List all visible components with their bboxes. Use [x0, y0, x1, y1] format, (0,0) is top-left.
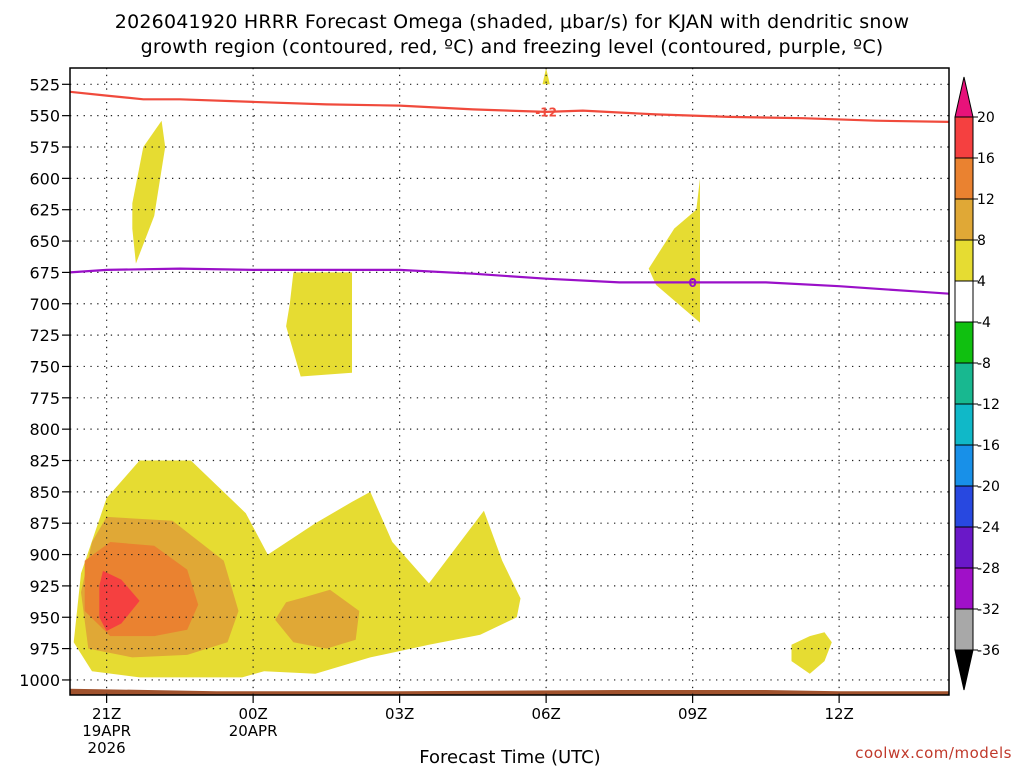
omega-region-4-5 — [286, 272, 352, 377]
colorbar-label--20: -20 — [977, 479, 1000, 495]
colorbar-label-8: 8 — [977, 233, 986, 249]
chart-title-line1: 2026041920 HRRR Forecast Omega (shaded, … — [115, 11, 909, 33]
colorbar-band-5 — [954, 280, 974, 323]
colorbar-band-3 — [954, 198, 974, 241]
colorbar-band-13 — [954, 608, 974, 651]
omega-region-8-7 — [275, 589, 360, 649]
colorbar-band-6 — [954, 321, 974, 364]
y-tick-label-750: 750 — [29, 357, 60, 376]
colorbar-label-12: 12 — [977, 192, 995, 208]
colorbar-band-9 — [954, 444, 974, 487]
colorbar-band-7 — [954, 362, 974, 405]
x-tick-label-00Z: 00Z — [238, 705, 267, 723]
y-tick-label-725: 725 — [29, 326, 60, 345]
colorbar-band-12 — [954, 567, 974, 610]
x-tick-label-21Z: 21Z — [92, 705, 121, 723]
dgz-contour-label: -12 — [535, 105, 557, 119]
y-tick-label-925: 925 — [29, 577, 60, 596]
omega-region-4-0 — [132, 120, 166, 264]
dgz-contour-line — [69, 90, 950, 123]
colorbar-label--16: -16 — [977, 438, 1000, 454]
colorbar-band-11 — [954, 526, 974, 569]
colorbar-label--32: -32 — [977, 602, 1000, 618]
colorbar-label--4: -4 — [977, 315, 991, 331]
x-tick-date-00Z: 20APR — [229, 722, 278, 740]
omega-region-4-1 — [648, 178, 700, 323]
x-tick-label-09Z: 09Z — [678, 705, 707, 723]
y-tick-label-825: 825 — [29, 452, 60, 471]
colorbar-label--8: -8 — [977, 356, 991, 372]
omega-region-4-4 — [542, 68, 550, 85]
ground-terrain — [70, 688, 949, 695]
y-tick-label-1000: 1000 — [19, 671, 60, 690]
y-tick-label-575: 575 — [29, 138, 60, 157]
plot-frame — [69, 67, 950, 696]
site-credit: coolwx.com/models — [855, 744, 1012, 762]
colorbar-band-4 — [954, 239, 974, 282]
x-tick-year-21Z: 2026 — [88, 739, 126, 757]
colorbar-label--12: -12 — [977, 397, 1000, 413]
colorbar-bottom-arrow — [954, 649, 974, 691]
chart-title-line2: growth region (contoured, red, ºC) and f… — [141, 36, 884, 58]
colorbar-label-20: 20 — [977, 110, 995, 126]
x-tick-label-06Z: 06Z — [531, 705, 560, 723]
colorbar-band-8 — [954, 403, 974, 446]
colorbar-label--24: -24 — [977, 520, 1000, 536]
y-tick-label-525: 525 — [29, 75, 60, 94]
y-tick-label-950: 950 — [29, 608, 60, 627]
x-axis-label: Forecast Time (UTC) — [419, 747, 600, 768]
y-tick-label-875: 875 — [29, 514, 60, 533]
y-tick-label-550: 550 — [29, 107, 60, 126]
y-tick-label-775: 775 — [29, 389, 60, 408]
colorbar-top-arrow — [954, 76, 974, 118]
y-tick-label-800: 800 — [29, 420, 60, 439]
freezing-level-contour-label: 0 — [688, 276, 696, 290]
y-tick-label-625: 625 — [29, 201, 60, 220]
y-tick-label-675: 675 — [29, 263, 60, 282]
y-tick-label-850: 850 — [29, 483, 60, 502]
y-tick-label-900: 900 — [29, 546, 60, 565]
x-tick-date-21Z: 19APR — [82, 722, 131, 740]
plot-area: -12 0 — [69, 67, 950, 696]
colorbar-band-10 — [954, 485, 974, 528]
y-tick-label-650: 650 — [29, 232, 60, 251]
omega-region-4-3 — [791, 632, 832, 674]
colorbar-label--28: -28 — [977, 561, 1000, 577]
y-tick-label-975: 975 — [29, 640, 60, 659]
colorbar-label-16: 16 — [977, 151, 995, 167]
y-tick-label-600: 600 — [29, 169, 60, 188]
freezing-level-contour-line — [69, 267, 950, 295]
x-tick-label-12Z: 12Z — [824, 705, 853, 723]
y-axis-ticks: 525 550 575 600 625 650 675 700 725 750 775 800 825 8… — [19, 75, 70, 690]
omega-colorbar: 20 16 12 8 4 -4 -8 -12 -16 -20 -24 -28 -32 -36 — [954, 76, 1000, 691]
colorbar-label-4: 4 — [977, 274, 986, 290]
y-tick-label-700: 700 — [29, 295, 60, 314]
x-tick-label-03Z: 03Z — [385, 705, 414, 723]
colorbar-label--36: -36 — [977, 643, 1000, 659]
omega-region-16-9 — [99, 570, 140, 631]
colorbar-band-2 — [954, 157, 974, 200]
colorbar-band-1 — [954, 116, 974, 159]
